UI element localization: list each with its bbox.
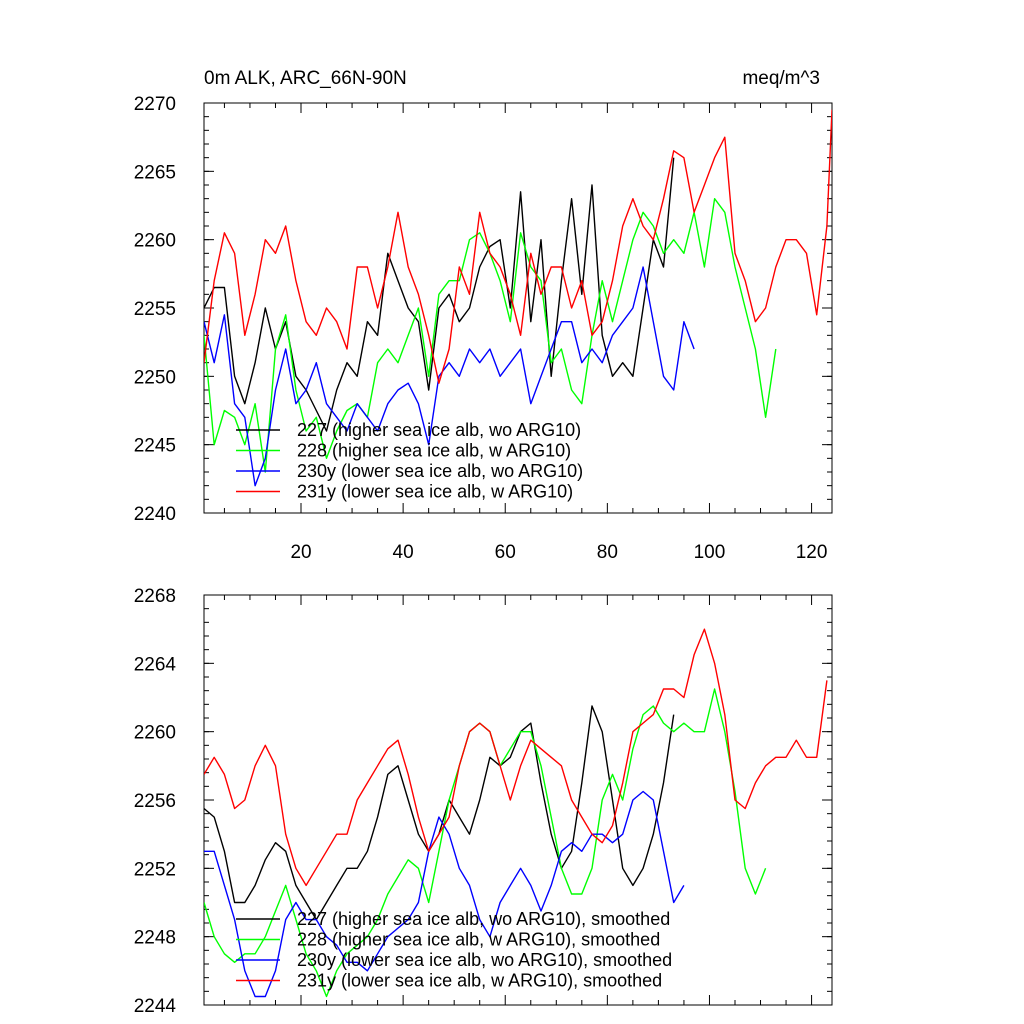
bottom-panel: 2244 2248 2252 2256 2260 2264 2268 227 (higher …: [134, 586, 833, 1017]
y-tick-label: 2245: [134, 436, 176, 457]
y-tick-label: 2248: [134, 928, 176, 949]
series-line-3: [204, 109, 832, 384]
legend-label: 227 (higher sea ice alb, wo ARG10), smoo…: [297, 909, 670, 929]
y-tick-label: 2270: [134, 94, 176, 115]
series-group: [204, 628, 828, 998]
y-tick-label: 2250: [134, 367, 176, 388]
series-group: [204, 109, 832, 487]
y-tick-label: 2256: [134, 791, 176, 812]
y-tick-label: 2252: [134, 859, 176, 880]
y-tick-label: 2260: [134, 723, 176, 744]
y-tick-label: 2260: [134, 231, 176, 252]
legend-label: 228 (higher sea ice alb, w ARG10), smoot…: [297, 930, 660, 950]
y-tick-label: 2240: [134, 504, 176, 525]
y-tick-label: 2268: [134, 586, 176, 607]
series-line-2: [204, 266, 695, 487]
series-line-0: [204, 157, 675, 432]
x-tick-label: 20: [290, 542, 311, 563]
series-line-3: [204, 628, 828, 887]
y-tick-label: 2255: [134, 299, 176, 320]
x-tick-label: 60: [495, 542, 516, 563]
legend-label: 227 (higher sea ice alb, wo ARG10): [297, 420, 581, 440]
x-tick-label: 80: [597, 542, 618, 563]
x-tick-label: 100: [694, 542, 726, 563]
x-tick-label: 120: [796, 542, 828, 563]
y-tick-label: 2265: [134, 162, 176, 183]
legend-label: 230y (lower sea ice alb, wo ARG10): [297, 461, 583, 481]
legend-label: 230y (lower sea ice alb, wo ARG10), smoo…: [297, 950, 672, 970]
legend-label: 231y (lower sea ice alb, w ARG10): [297, 482, 573, 502]
y-tick-label: 2264: [134, 654, 177, 675]
legend-label: 231y (lower sea ice alb, w ARG10), smoot…: [297, 971, 662, 991]
units-label: meq/m^3: [742, 68, 820, 89]
top-panel: 2240 2245 2250 2255 2260 2265 2270 20 40 60 80 100 1…: [134, 94, 833, 563]
y-tick-label: 2244: [134, 996, 177, 1017]
legend-label: 228 (higher sea ice alb, w ARG10): [297, 441, 571, 461]
chart-title: 0m ALK, ARC_66N-90N: [204, 68, 407, 89]
x-tick-label: 40: [393, 542, 414, 563]
